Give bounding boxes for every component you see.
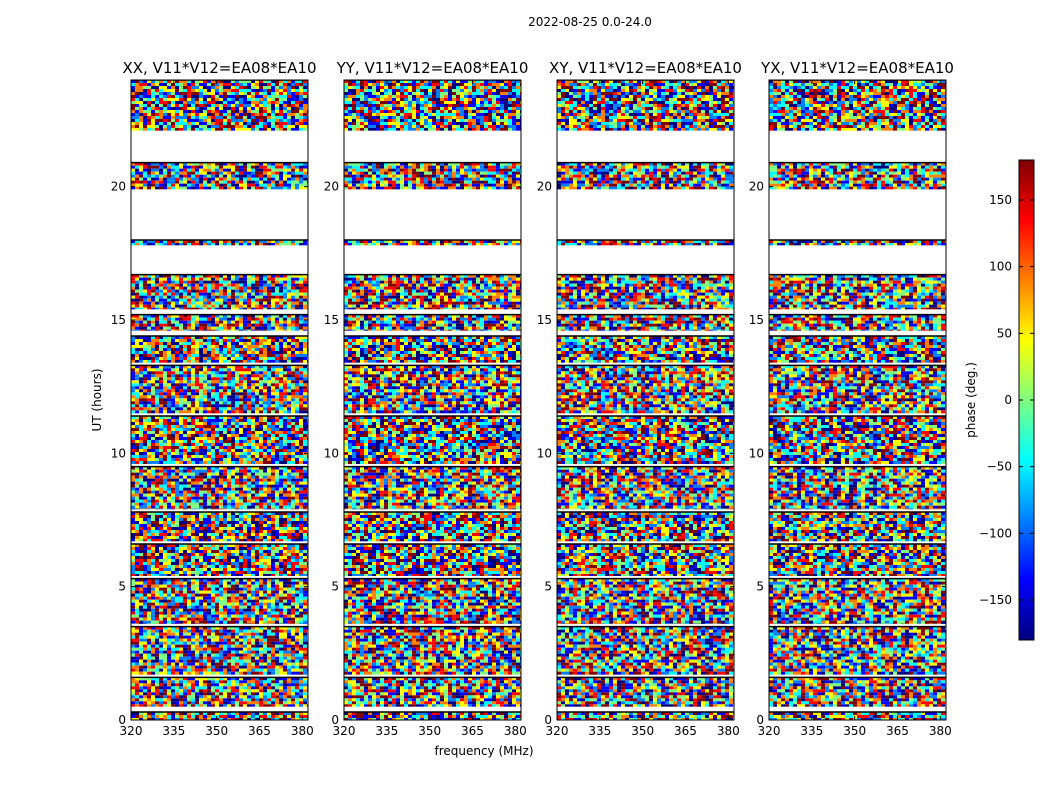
y-tick-label: 15 <box>324 313 339 327</box>
x-tick-label: 320 <box>758 724 781 738</box>
panel-title: XX, V11*V12=EA08*EA10 <box>122 59 316 77</box>
x-tick-label: 365 <box>461 724 484 738</box>
y-tick-label: 10 <box>749 446 764 460</box>
plot-frame <box>556 79 735 721</box>
y-tick-label: 0 <box>118 713 126 727</box>
y-tick-label: 10 <box>537 446 552 460</box>
y-tick-label: 20 <box>324 180 339 194</box>
x-tick-label: 365 <box>248 724 271 738</box>
panels: XX, V11*V12=EA08*EA10 320 335 350 365 380 0 5 10… <box>111 59 954 738</box>
x-tick-label: 380 <box>291 724 314 738</box>
panel-title: YX, V11*V12=EA08*EA10 <box>760 59 954 77</box>
plot-frame <box>343 79 522 721</box>
x-tick-label: 365 <box>886 724 909 738</box>
x-axis-label: frequency (MHz) <box>434 744 533 758</box>
plot-frame <box>130 79 309 721</box>
y-axis-label: UT (hours) <box>90 368 104 431</box>
panel-4: YX, V11*V12=EA08*EA10 320 335 350 365 380 0 5 10… <box>749 59 954 738</box>
x-tick-label: 320 <box>333 724 356 738</box>
phase-image <box>131 80 308 720</box>
x-tick-label: 335 <box>588 724 611 738</box>
x-tick-label: 365 <box>674 724 697 738</box>
x-tick-label: 320 <box>546 724 569 738</box>
y-tick-label: 10 <box>111 446 126 460</box>
y-tick-label: 15 <box>749 313 764 327</box>
y-tick-label: 0 <box>331 713 339 727</box>
x-tick-label: 335 <box>375 724 398 738</box>
colorbar-tick-label: 0 <box>1004 393 1012 407</box>
y-tick-label: 20 <box>111 180 126 194</box>
x-tick-label: 350 <box>205 724 228 738</box>
colorbar-tick-label: −100 <box>979 526 1012 540</box>
x-tick-label: 380 <box>929 724 952 738</box>
panel-3: XY, V11*V12=EA08*EA10 320 335 350 365 380 0 5 10… <box>537 59 742 738</box>
colorbar-tick-label: −50 <box>987 460 1012 474</box>
colorbar: 150 100 50 0 −50 −100 −150 phase (deg.) <box>964 159 1035 641</box>
x-tick-label: 380 <box>717 724 740 738</box>
x-tick-label: 380 <box>504 724 527 738</box>
phase-image <box>769 80 946 720</box>
phase-image <box>344 80 521 720</box>
y-tick-label: 0 <box>756 713 764 727</box>
panel-title: XY, V11*V12=EA08*EA10 <box>549 59 742 77</box>
figure-suptitle: 2022-08-25 0.0-24.0 <box>528 15 652 29</box>
colorbar-ticks: 150 100 50 0 −50 −100 −150 <box>979 193 1034 607</box>
x-tick-label: 350 <box>631 724 654 738</box>
panel-2: YY, V11*V12=EA08*EA10 320 335 350 365 380 0 5 10… <box>324 59 529 738</box>
y-tick-label: 15 <box>111 313 126 327</box>
colorbar-tick-label: 150 <box>989 193 1012 207</box>
phase-image <box>557 80 734 720</box>
colorbar-tick-label: 100 <box>989 260 1012 274</box>
colorbar-tick-label: −150 <box>979 593 1012 607</box>
y-tick-label: 5 <box>331 580 339 594</box>
y-tick-label: 20 <box>749 180 764 194</box>
y-tick-label: 5 <box>544 580 552 594</box>
x-tick-label: 320 <box>120 724 143 738</box>
y-tick-label: 10 <box>324 446 339 460</box>
x-tick-label: 335 <box>800 724 823 738</box>
colorbar-label: phase (deg.) <box>964 362 978 438</box>
y-tick-label: 0 <box>544 713 552 727</box>
y-tick-label: 15 <box>537 313 552 327</box>
y-tick-label: 20 <box>537 180 552 194</box>
x-tick-label: 350 <box>418 724 441 738</box>
y-tick-label: 5 <box>118 580 126 594</box>
panel-title: YY, V11*V12=EA08*EA10 <box>336 59 529 77</box>
x-tick-label: 350 <box>843 724 866 738</box>
plot-frame <box>768 79 947 721</box>
y-tick-label: 5 <box>756 580 764 594</box>
x-tick-label: 335 <box>162 724 185 738</box>
colorbar-tick-label: 50 <box>997 326 1012 340</box>
panel-1: XX, V11*V12=EA08*EA10 320 335 350 365 380 0 5 10… <box>111 59 317 738</box>
